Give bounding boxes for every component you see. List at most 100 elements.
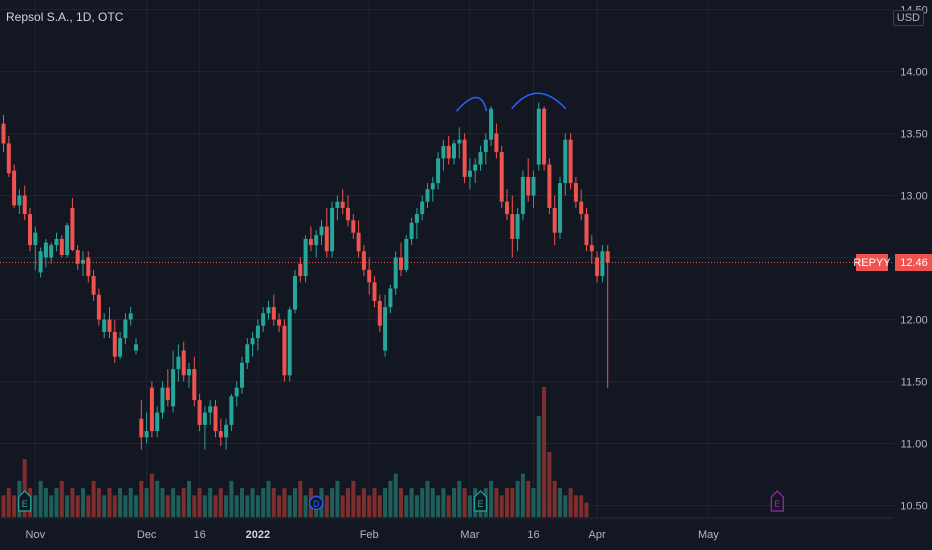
event-marker-e[interactable]: E <box>18 490 32 512</box>
candle-body <box>91 276 96 295</box>
volume-bar <box>526 480 531 517</box>
volume-bar <box>218 488 223 517</box>
candle-body <box>22 195 27 215</box>
volume-bar <box>558 488 562 517</box>
volume-bar <box>457 480 462 517</box>
y-tick-label: 11.00 <box>901 439 928 451</box>
volume-bar <box>208 488 213 517</box>
volume-bar <box>531 488 536 517</box>
candle-body <box>356 232 361 252</box>
volume-bar <box>160 488 165 517</box>
candle-body <box>441 145 446 159</box>
candle-body <box>171 369 176 407</box>
volume-bar <box>155 480 160 517</box>
volume-bar <box>356 495 361 517</box>
x-tick-label: Mar <box>460 529 479 541</box>
candle-body <box>293 276 297 310</box>
volume-bar <box>49 495 54 517</box>
volume-bar <box>515 480 520 517</box>
candle-body <box>240 362 244 388</box>
candle-body <box>595 257 600 277</box>
candle-body <box>298 263 303 277</box>
candle-body <box>467 170 472 177</box>
volume-bar <box>335 480 340 517</box>
candle-body <box>33 232 38 246</box>
candle-body <box>271 307 276 320</box>
volume-bar <box>351 480 356 517</box>
candle-body <box>573 183 578 202</box>
candle-body <box>277 319 282 326</box>
candle-body <box>102 319 107 332</box>
volume-bar <box>33 495 38 517</box>
candle-body <box>107 319 112 332</box>
volume-bar <box>12 495 17 517</box>
candle-body <box>176 356 181 370</box>
volume-bar <box>234 495 239 517</box>
candle-body <box>605 251 610 263</box>
time-axis[interactable]: Nov Dec 16 2022 Feb Mar 16 Apr May <box>0 517 894 541</box>
event-marker-e[interactable]: E <box>770 490 784 512</box>
candle-body <box>420 201 425 215</box>
candle-body <box>515 214 520 239</box>
earnings-icon[interactable] <box>473 490 488 512</box>
volume-bar <box>361 488 366 517</box>
candle-body <box>510 214 515 239</box>
candle-body <box>452 143 456 159</box>
candle-body <box>314 235 319 246</box>
candle-body <box>229 396 234 425</box>
candle-body <box>457 139 462 144</box>
event-marker-d[interactable]: D <box>309 495 324 511</box>
candle-body <box>388 288 393 308</box>
y-tick-label: 11.50 <box>901 377 928 389</box>
volume-bar <box>91 480 96 517</box>
chart-title[interactable]: Repsol S.A., 1D, OTC <box>6 10 124 24</box>
candle-body <box>531 176 536 196</box>
candle-body <box>436 158 441 184</box>
candle-body <box>17 195 22 206</box>
candle-body <box>234 387 239 397</box>
earnings-icon[interactable] <box>770 490 784 512</box>
candle-body <box>165 387 170 401</box>
volume-bar <box>171 488 176 517</box>
candle-body <box>446 145 451 159</box>
candle-body <box>134 344 138 351</box>
candle-body <box>224 424 229 438</box>
candle-body <box>139 418 144 438</box>
volume-bar <box>563 495 568 517</box>
volume-bar <box>245 495 250 517</box>
candle-body <box>584 214 589 246</box>
x-tick-label: Feb <box>360 529 379 541</box>
candle-body <box>346 207 350 221</box>
event-marker-e[interactable]: E <box>473 490 488 512</box>
candle-body <box>59 238 64 256</box>
volume-bar <box>399 488 403 517</box>
volume-bar <box>462 488 467 517</box>
volume-bar <box>1 495 6 517</box>
dividend-icon[interactable] <box>309 495 324 511</box>
candle-body <box>43 242 48 258</box>
candle-body <box>552 207 557 233</box>
candle-body <box>54 238 59 246</box>
candlesticks <box>1 102 610 450</box>
volume-bar <box>383 488 388 517</box>
candle-body <box>303 238 308 277</box>
price-axis[interactable]: 10.5011.0011.5012.0012.5013.0013.5014.00… <box>894 0 932 550</box>
earnings-icon[interactable] <box>18 490 32 512</box>
volume-bar <box>192 495 197 517</box>
y-tick-label: 10.50 <box>900 501 928 513</box>
candle-body <box>123 319 128 339</box>
volume-bar <box>324 495 329 517</box>
currency-badge[interactable]: USD <box>892 10 924 26</box>
volume-bar <box>213 495 218 517</box>
x-tick-label: Apr <box>589 529 606 541</box>
candle-body <box>118 338 123 357</box>
volume-bar <box>393 473 398 517</box>
candle-body <box>526 176 531 196</box>
volume-bar <box>505 488 509 517</box>
volume-bar <box>255 495 260 517</box>
candle-body <box>319 226 324 236</box>
volume-bar <box>420 488 425 517</box>
volume-bar <box>75 495 80 517</box>
